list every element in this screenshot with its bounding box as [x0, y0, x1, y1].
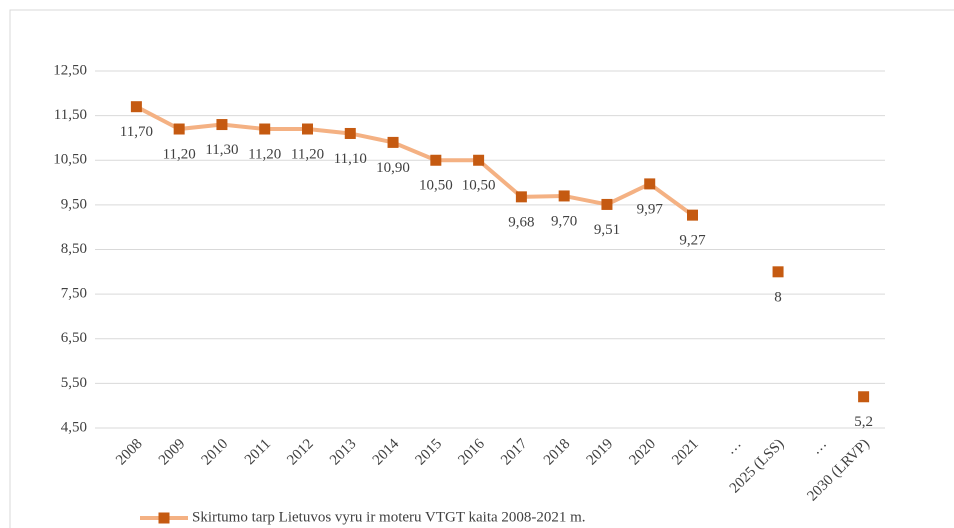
legend-label: Skirtumo tarp Lietuvos vyru ir moteru VT…	[192, 509, 586, 525]
data-label: 9,97	[637, 201, 664, 217]
y-tick-label: 4,50	[61, 419, 87, 435]
marker	[130, 101, 142, 113]
y-tick-label: 7,50	[61, 286, 87, 302]
data-label: 9,27	[679, 233, 706, 249]
data-label: 8	[774, 289, 782, 305]
marker	[302, 123, 313, 135]
marker	[259, 123, 271, 135]
data-label: 11,10	[334, 151, 367, 167]
marker	[644, 178, 656, 190]
marker	[601, 198, 613, 210]
marker	[858, 391, 870, 403]
y-tick-label: 8,50	[61, 241, 87, 257]
marker	[216, 119, 228, 131]
y-tick-label: 6,50	[61, 330, 87, 346]
data-label: 11,20	[163, 146, 196, 162]
data-label: 11,30	[205, 142, 238, 158]
marker	[473, 154, 485, 166]
data-label: 10,50	[419, 178, 453, 194]
data-label: 10,50	[462, 178, 496, 194]
chart-border	[9, 9, 954, 528]
data-label: 9,51	[594, 222, 620, 238]
data-label: 11,70	[120, 124, 153, 140]
y-tick-label: 12,50	[53, 62, 87, 78]
data-label: 11,20	[291, 146, 324, 162]
marker	[558, 190, 570, 202]
data-label: 9,70	[551, 213, 577, 229]
y-tick-label: 9,50	[61, 196, 87, 212]
marker	[173, 123, 185, 135]
data-label: 10,90	[376, 160, 410, 176]
y-tick-label: 5,50	[61, 375, 87, 391]
marker	[387, 136, 399, 148]
y-tick-label: 10,50	[53, 152, 87, 168]
legend-marker	[158, 512, 170, 524]
marker	[515, 191, 527, 203]
marker	[430, 154, 442, 166]
y-tick-label: 11,50	[54, 107, 87, 123]
data-label: 9,68	[508, 214, 534, 230]
marker	[344, 127, 356, 139]
marker	[687, 209, 698, 221]
marker	[772, 266, 784, 278]
data-label: 11,20	[248, 146, 281, 162]
data-label: 5,2	[854, 414, 873, 430]
